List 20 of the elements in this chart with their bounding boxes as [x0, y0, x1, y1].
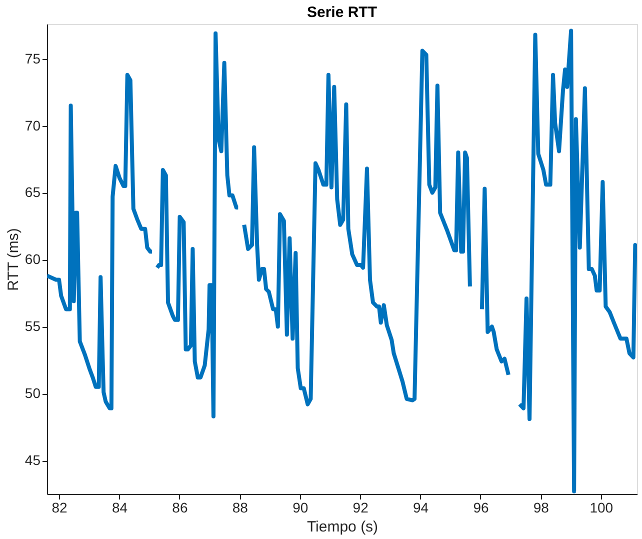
y-tick-label: 50: [24, 385, 41, 402]
x-tick-label: 82: [52, 500, 68, 516]
y-tick-label: 75: [24, 50, 41, 66]
x-tick-label: 98: [533, 500, 550, 516]
y-tick-label: 55: [24, 318, 41, 334]
x-tick-label: 94: [412, 500, 429, 516]
y-tick-label: 60: [24, 251, 41, 268]
y-tick-label: 70: [24, 117, 41, 134]
x-tick-label: 96: [473, 500, 489, 516]
chart-title: Serie RTT: [306, 4, 378, 21]
x-tick-label: 86: [172, 500, 188, 516]
x-axis-title: Tiempo (s): [306, 518, 378, 536]
x-tick-label: 88: [232, 500, 248, 516]
x-tick-label: 100: [590, 500, 614, 516]
y-tick-label: 45: [24, 452, 41, 468]
y-axis-title: RTT (ms): [4, 228, 22, 291]
x-tick-label: 92: [352, 500, 369, 516]
y-tick-label: 65: [24, 184, 41, 200]
x-tick-label: 84: [112, 500, 128, 516]
x-tick-label: 90: [292, 500, 308, 516]
